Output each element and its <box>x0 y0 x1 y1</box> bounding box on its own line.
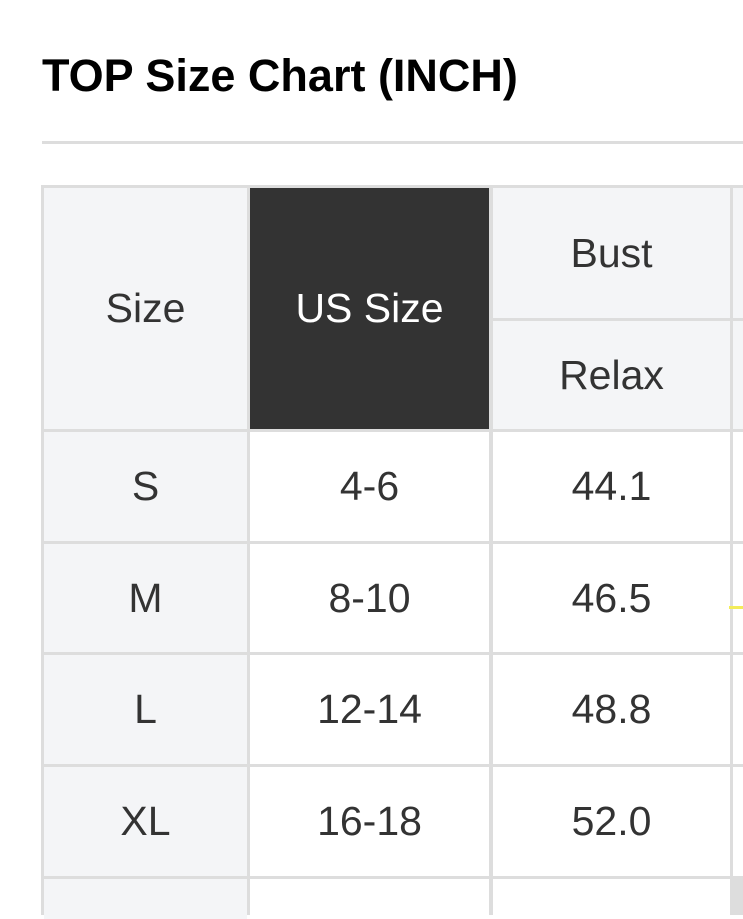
highlight-mark <box>729 606 743 609</box>
header-next-column <box>733 188 743 318</box>
table-cell-size: S <box>44 432 247 541</box>
table-cell-next-column <box>733 767 743 876</box>
table-row-partial <box>44 879 247 919</box>
divider <box>42 141 743 144</box>
header-us-size: US Size <box>250 188 489 429</box>
table-cell-bust: 44.1 <box>493 432 730 541</box>
header-bust-relax: Relax <box>493 321 730 429</box>
table-cell-us: 16-18 <box>250 767 489 876</box>
header-next-column-sub <box>733 321 743 429</box>
table-cell-us: 4-6 <box>250 432 489 541</box>
table-cell-bust: 52.0 <box>493 767 730 876</box>
table-cell-size: XL <box>44 767 247 876</box>
table-cell-next-column <box>733 544 743 652</box>
table-cell-size: M <box>44 544 247 652</box>
table-cell-us: 12-14 <box>250 655 489 764</box>
header-bust: Bust <box>493 188 730 318</box>
page-title: TOP Size Chart (INCH) <box>42 50 518 101</box>
header-size: Size <box>44 188 247 429</box>
table-cell-partial <box>493 879 730 919</box>
table-cell-size: L <box>44 655 247 764</box>
table-cell-partial <box>250 879 489 919</box>
table-cell-next-column <box>733 432 743 541</box>
table-cell-bust: 46.5 <box>493 544 730 652</box>
table-cell-us: 8-10 <box>250 544 489 652</box>
table-cell-bust: 48.8 <box>493 655 730 764</box>
table-cell-next-column <box>733 655 743 764</box>
